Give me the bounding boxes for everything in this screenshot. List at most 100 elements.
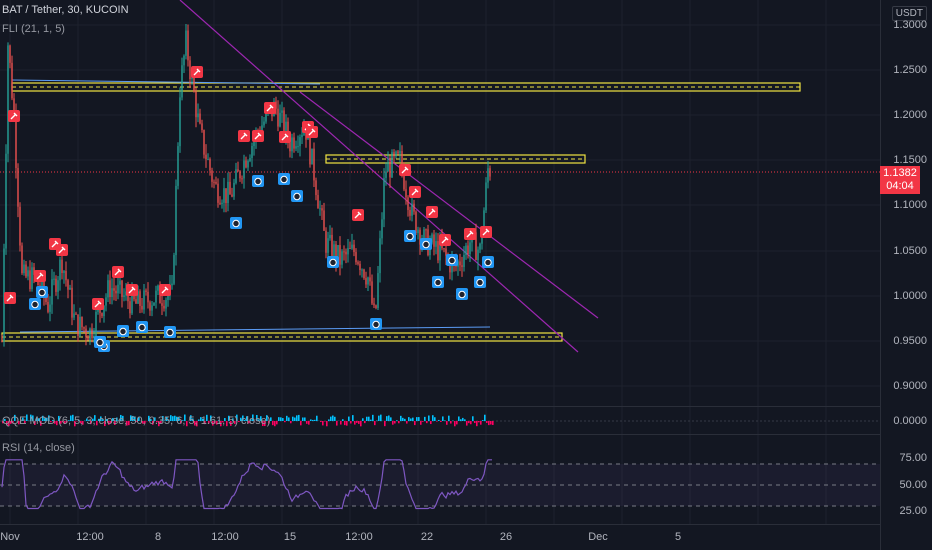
candle-body (211, 170, 213, 182)
qqe-bar (108, 421, 110, 425)
price-axis[interactable]: USDT 1.3000 1.2500 1.2000 1.1500 1.1000 … (880, 0, 932, 550)
qqe-bar (310, 419, 312, 421)
qqe-bar (410, 418, 412, 421)
qqe-bar (340, 421, 342, 425)
qqe-bar (64, 421, 66, 425)
hammer-icon (36, 272, 44, 280)
candle-body (443, 248, 445, 250)
qqe-bar (312, 419, 314, 421)
qqe-bar (206, 414, 208, 421)
qqe-bar (488, 421, 490, 426)
qqe-bar (394, 421, 396, 424)
candle-body (165, 299, 167, 309)
time-tick: 22 (420, 531, 434, 543)
candle-body (197, 113, 199, 118)
symbol-legend[interactable]: BAT / Tether, 30, KUCOIN (2, 4, 129, 16)
currency-label[interactable]: USDT (891, 6, 927, 21)
qqe-bar (296, 415, 298, 421)
bomb-icon (406, 232, 414, 241)
qqe-bar (358, 421, 360, 424)
candle-body (317, 195, 319, 209)
candle-body (81, 316, 83, 328)
candle-body (235, 169, 237, 183)
candle-body (371, 281, 373, 304)
fli-indicator-legend[interactable]: FLI (21, 1, 5) (2, 23, 65, 35)
pane-separator-rsi[interactable] (0, 434, 932, 435)
candle-body (477, 249, 479, 261)
qqe-bar (290, 421, 292, 424)
chart-area[interactable] (0, 0, 880, 550)
qqe-bar (202, 418, 204, 421)
qqe-bar (286, 415, 288, 421)
qqe-bar (390, 417, 392, 421)
candle-body (131, 289, 133, 314)
hammer-icon (411, 188, 419, 196)
candle-body (93, 336, 95, 338)
qqe-bar (228, 415, 230, 421)
qqe-bar (252, 414, 254, 421)
qqe-bar (194, 421, 196, 426)
candle-body (227, 181, 229, 204)
candle-body (397, 151, 399, 154)
qqe-bar (372, 414, 374, 421)
qqe-bar (74, 421, 76, 427)
qqe-indicator-legend[interactable]: QQE MOD (6, 5, 3, close, 50, 0.35, 6, 5,… (2, 415, 271, 427)
pane-separator-qqe[interactable] (0, 406, 932, 407)
bomb-icon (166, 328, 174, 337)
candle-body (209, 159, 211, 171)
candle-body (53, 278, 55, 280)
candle-body (337, 245, 339, 262)
candle-body (59, 259, 61, 281)
rsi-tick: 75.00 (899, 452, 927, 464)
qqe-bar (308, 421, 310, 425)
candle-body (479, 243, 481, 250)
candle-body (111, 288, 113, 298)
qqe-bar (170, 415, 172, 421)
qqe-bar (436, 421, 438, 422)
qqe-bar (94, 415, 96, 421)
candle-body (15, 113, 17, 169)
candle-body (469, 242, 471, 255)
qqe-bar (68, 420, 70, 421)
candle-body (289, 139, 291, 152)
hammer-icon (114, 268, 122, 276)
candle-body (237, 169, 239, 172)
bomb-icon (476, 278, 484, 287)
candle-body (331, 234, 333, 259)
qqe-bar (428, 415, 430, 421)
candle-body (195, 91, 197, 118)
candle-body (13, 98, 15, 114)
qqe-bar (250, 419, 252, 421)
candle-body (425, 229, 427, 231)
qqe-bar (214, 421, 216, 424)
candle-body (103, 305, 105, 317)
qqe-bar (98, 418, 100, 421)
bar-countdown: 04:04 (886, 180, 914, 192)
candle-body (9, 45, 11, 63)
rsi-indicator-legend[interactable]: RSI (14, close) (2, 442, 75, 454)
qqe-bar (126, 421, 128, 426)
qqe-bar (348, 416, 350, 421)
candle-body (117, 284, 119, 294)
candle-body (205, 154, 207, 160)
candle-body (87, 336, 89, 341)
qqe-bar (322, 421, 324, 426)
candle-body (329, 234, 331, 239)
price-chart-canvas[interactable] (0, 0, 880, 550)
qqe-bar (232, 418, 234, 421)
candle-body (243, 160, 245, 179)
qqe-bar (208, 421, 210, 424)
qqe-bar (374, 421, 376, 426)
candle-body (409, 209, 411, 216)
candle-body (405, 189, 407, 198)
candle-body (457, 261, 459, 267)
qqe-bar (142, 421, 144, 424)
candle-body (217, 183, 219, 203)
candle-body (381, 219, 383, 239)
qqe-bar (222, 421, 224, 423)
last-price-label[interactable]: 1.1382 04:04 (880, 166, 920, 194)
qqe-bar (36, 417, 38, 421)
candle-body (347, 248, 349, 255)
candle-body (435, 241, 437, 247)
qqe-bar (402, 417, 404, 421)
